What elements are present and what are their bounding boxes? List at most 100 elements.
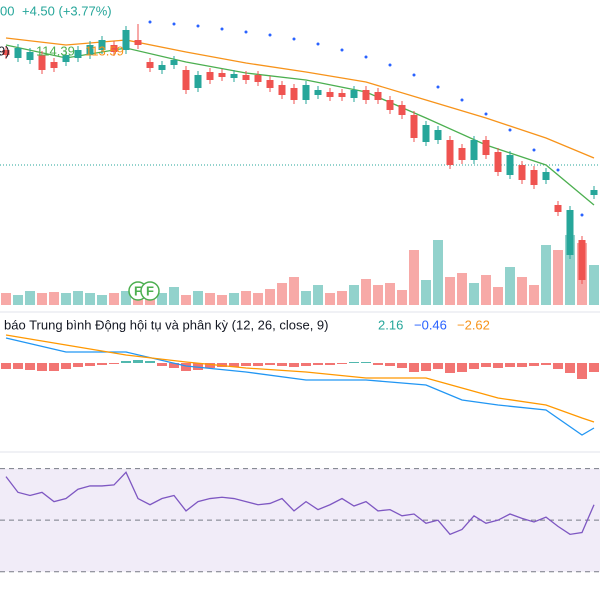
rsi-line <box>5 471 595 536</box>
macd-histogram-bar <box>121 361 131 363</box>
macd-histogram-bar <box>325 363 335 365</box>
volume-bar <box>193 291 203 305</box>
indicator-readout: 2.16 <box>378 317 403 332</box>
sar-dot <box>340 48 344 52</box>
sar-dot <box>148 20 152 24</box>
sar-dot <box>388 63 392 67</box>
macd-histogram-bar <box>589 363 599 372</box>
macd-histogram-bar <box>289 363 299 367</box>
volume-bar <box>457 273 467 305</box>
sar-dot <box>556 168 560 172</box>
price-header: 00 <box>0 3 14 18</box>
sar-dot <box>292 37 296 41</box>
volume-bar <box>277 283 287 305</box>
volume-bar <box>337 291 347 305</box>
macd-histogram-bar <box>277 363 287 366</box>
volume-bar <box>253 293 263 305</box>
sar-dot <box>460 98 464 102</box>
volume-bar <box>433 240 443 305</box>
candle-body <box>494 152 502 172</box>
macd-histogram-bar <box>313 363 323 365</box>
moving-average <box>5 44 595 206</box>
macd-histogram-bar <box>61 363 71 369</box>
macd-histogram-bar <box>577 363 587 379</box>
candle-body <box>230 74 238 78</box>
macd-histogram-bar <box>349 362 359 363</box>
volume-bar <box>13 295 23 305</box>
macd-histogram-bar <box>301 363 311 366</box>
candle-body <box>302 85 310 100</box>
macd-histogram-bar <box>37 363 47 371</box>
macd-histogram-bar <box>1 363 11 369</box>
volume-bar <box>1 293 11 305</box>
candle-body <box>482 140 490 155</box>
candle-body <box>194 75 202 88</box>
sar-dot <box>484 112 488 116</box>
macd-histogram-bar <box>385 363 395 366</box>
macd-histogram-bar <box>505 363 515 367</box>
macd-histogram-bar <box>169 363 179 368</box>
macd-histogram-bar <box>229 363 239 367</box>
sar-dot <box>532 148 536 152</box>
legend-value: 114.39 <box>36 43 75 58</box>
event-marker-label: F <box>134 283 142 298</box>
candle-body <box>566 210 574 255</box>
volume-bar <box>361 279 371 305</box>
macd-histogram-bar <box>481 363 491 367</box>
sar-dot <box>580 213 584 217</box>
candle-body <box>170 60 178 65</box>
macd-histogram-bar <box>397 363 407 368</box>
candle-body <box>326 92 334 97</box>
candle-body <box>350 90 358 98</box>
candle-body <box>374 92 382 100</box>
macd-histogram-bar <box>433 363 443 369</box>
sar-dot <box>268 33 272 37</box>
macd-histogram-bar <box>373 363 383 365</box>
volume-bar <box>169 287 179 305</box>
volume-bar <box>469 283 479 305</box>
macd-histogram-bar <box>253 363 263 366</box>
macd-histogram-bar <box>193 363 203 370</box>
event-marker <box>140 281 160 301</box>
candle-body <box>146 62 154 68</box>
candle-body <box>290 88 298 100</box>
candle-body <box>14 48 22 58</box>
candle-body <box>398 105 406 115</box>
macd-histogram-bar <box>73 363 83 367</box>
volume-bar <box>313 285 323 305</box>
macd-histogram-bar <box>157 363 167 366</box>
candle-body <box>278 85 286 95</box>
legend-prefix: 9) <box>0 43 10 58</box>
volume-bar <box>565 235 575 305</box>
sar-dot <box>412 73 416 77</box>
macd-histogram-bar <box>13 363 23 369</box>
candle-body <box>434 130 442 140</box>
volume-bar <box>421 280 431 305</box>
volume-bar <box>25 291 35 305</box>
candle-body <box>98 40 106 50</box>
candle-body <box>542 172 550 180</box>
volume-bar <box>481 275 491 305</box>
volume-bar <box>385 283 395 305</box>
macd-histogram-bar <box>421 363 431 371</box>
volume-bar <box>229 293 239 305</box>
macd-histogram-bar <box>337 363 347 364</box>
volume-bar <box>37 293 47 305</box>
macd-histogram-bar <box>97 363 107 365</box>
sar-dot <box>220 27 224 31</box>
macd-histogram-bar <box>553 363 563 369</box>
macd-line <box>5 337 595 436</box>
indicator-readout: −2.62 <box>457 317 490 332</box>
volume-bar <box>73 291 83 305</box>
volume-bar <box>289 277 299 305</box>
macd-histogram-bar <box>541 363 551 365</box>
candle-body <box>518 165 526 180</box>
volume-bar <box>241 291 251 305</box>
candle-body <box>590 190 598 195</box>
volume-bar <box>85 293 95 305</box>
volume-bar <box>553 250 563 305</box>
candle-body <box>158 65 166 70</box>
volume-bar <box>217 295 227 305</box>
